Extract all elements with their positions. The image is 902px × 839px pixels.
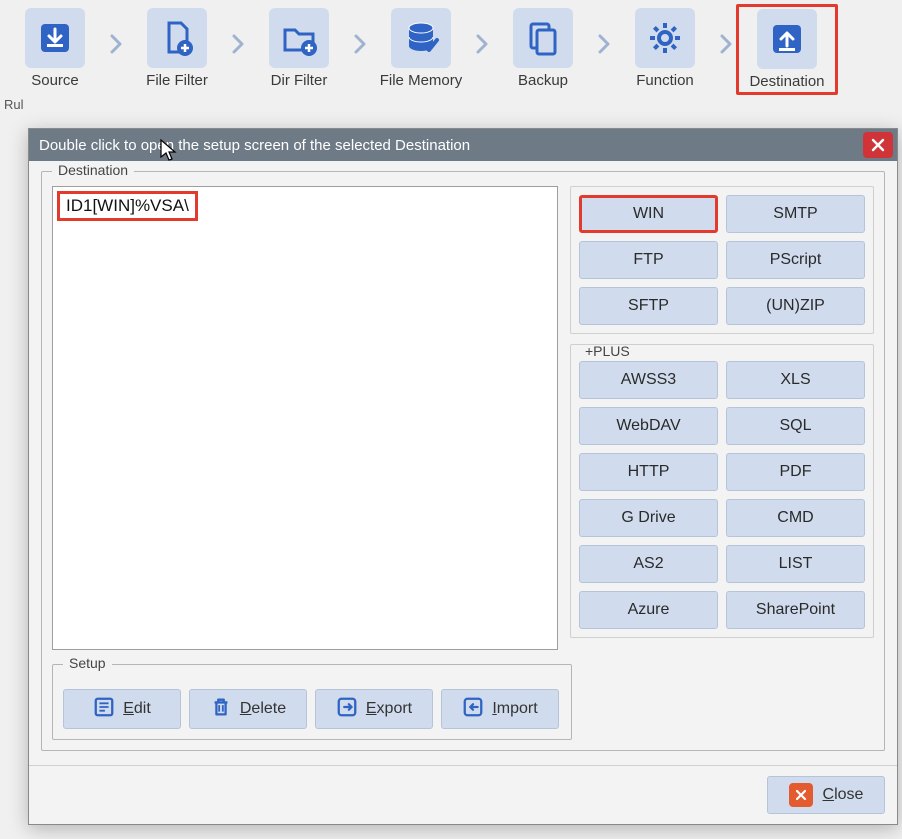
dest-type-g-drive[interactable]: G Drive	[579, 499, 718, 537]
setup-group-label: Setup	[63, 655, 112, 671]
dest-type-ftp[interactable]: FTP	[579, 241, 718, 279]
chevron-right-icon	[472, 14, 492, 74]
basic-destinations-grid: WINSMTPFTPPScriptSFTP(UN)ZIP	[570, 186, 874, 334]
close-button[interactable]: Close	[767, 776, 885, 814]
dest-type-webdav[interactable]: WebDAV	[579, 407, 718, 445]
step-label: Function	[636, 72, 694, 89]
dest-type-sql[interactable]: SQL	[726, 407, 865, 445]
edit-button[interactable]: Edit	[63, 689, 181, 729]
dest-type-smtp[interactable]: SMTP	[726, 195, 865, 233]
button-label: Import	[492, 700, 537, 718]
step-dir-filter[interactable]: Dir Filter	[248, 4, 350, 95]
import-button[interactable]: Import	[441, 689, 559, 729]
file-plus-icon	[147, 8, 207, 68]
chevron-right-icon	[594, 14, 614, 74]
dest-type-win[interactable]: WIN	[579, 195, 718, 233]
chevron-right-icon	[350, 14, 370, 74]
dest-type-sftp[interactable]: SFTP	[579, 287, 718, 325]
export-icon	[336, 696, 358, 723]
dest-type-xls[interactable]: XLS	[726, 361, 865, 399]
step-label: File Filter	[146, 72, 208, 89]
destination-group: Destination ID1[WIN]%VSA\ WINSMTPFTPPScr…	[41, 171, 885, 751]
dest-type-azure[interactable]: Azure	[579, 591, 718, 629]
chevron-right-icon	[716, 14, 736, 74]
step-label: Dir Filter	[271, 72, 328, 89]
close-button-label: Close	[823, 786, 864, 804]
button-label: Edit	[123, 700, 151, 718]
setup-group: Setup EditDeleteExportImport	[52, 664, 572, 740]
button-label: Delete	[240, 700, 286, 718]
destination-list[interactable]: ID1[WIN]%VSA\	[52, 186, 558, 650]
import-icon	[462, 696, 484, 723]
delete-button[interactable]: Delete	[189, 689, 307, 729]
dest-type--un-zip[interactable]: (UN)ZIP	[726, 287, 865, 325]
wizard-stepper: Source File Filter Dir Filter File Memory Ba…	[0, 0, 902, 95]
dialog-close-icon[interactable]	[863, 132, 893, 158]
dest-type-list[interactable]: LIST	[726, 545, 865, 583]
dialog-title: Double click to open the setup screen of…	[39, 137, 470, 154]
step-function[interactable]: Function	[614, 4, 716, 95]
upload-icon	[757, 9, 817, 69]
dest-type-pscript[interactable]: PScript	[726, 241, 865, 279]
close-icon	[789, 783, 813, 807]
step-label: Backup	[518, 72, 568, 89]
step-source[interactable]: Source	[4, 4, 106, 95]
chevron-right-icon	[228, 14, 248, 74]
dest-type-as2[interactable]: AS2	[579, 545, 718, 583]
destination-dialog: Double click to open the setup screen of…	[28, 128, 898, 825]
trash-icon	[210, 696, 232, 723]
db-check-icon	[391, 8, 451, 68]
step-file-memory[interactable]: File Memory	[370, 4, 472, 95]
edit-icon	[93, 696, 115, 723]
dest-type-http[interactable]: HTTP	[579, 453, 718, 491]
dest-type-pdf[interactable]: PDF	[726, 453, 865, 491]
dialog-titlebar: Double click to open the setup screen of…	[29, 129, 897, 161]
plus-group-label: +PLUS	[581, 343, 634, 359]
step-label: Source	[31, 72, 79, 89]
destination-list-item[interactable]: ID1[WIN]%VSA\	[57, 191, 198, 221]
files-icon	[513, 8, 573, 68]
step-file-filter[interactable]: File Filter	[126, 4, 228, 95]
button-label: Export	[366, 700, 412, 718]
step-label: Destination	[749, 73, 824, 90]
plus-destinations-group: +PLUS AWSS3XLSWebDAVSQLHTTPPDFG DriveCMD…	[570, 344, 874, 638]
step-destination[interactable]: Destination	[736, 4, 838, 95]
gear-icon	[635, 8, 695, 68]
destination-group-label: Destination	[52, 162, 134, 178]
export-button[interactable]: Export	[315, 689, 433, 729]
step-backup[interactable]: Backup	[492, 4, 594, 95]
dest-type-cmd[interactable]: CMD	[726, 499, 865, 537]
truncated-label: Rul	[0, 95, 902, 112]
dialog-footer: Close	[29, 765, 897, 824]
step-label: File Memory	[380, 72, 463, 89]
dest-type-sharepoint[interactable]: SharePoint	[726, 591, 865, 629]
dest-type-awss3[interactable]: AWSS3	[579, 361, 718, 399]
folder-plus-icon	[269, 8, 329, 68]
download-icon	[25, 8, 85, 68]
chevron-right-icon	[106, 14, 126, 74]
